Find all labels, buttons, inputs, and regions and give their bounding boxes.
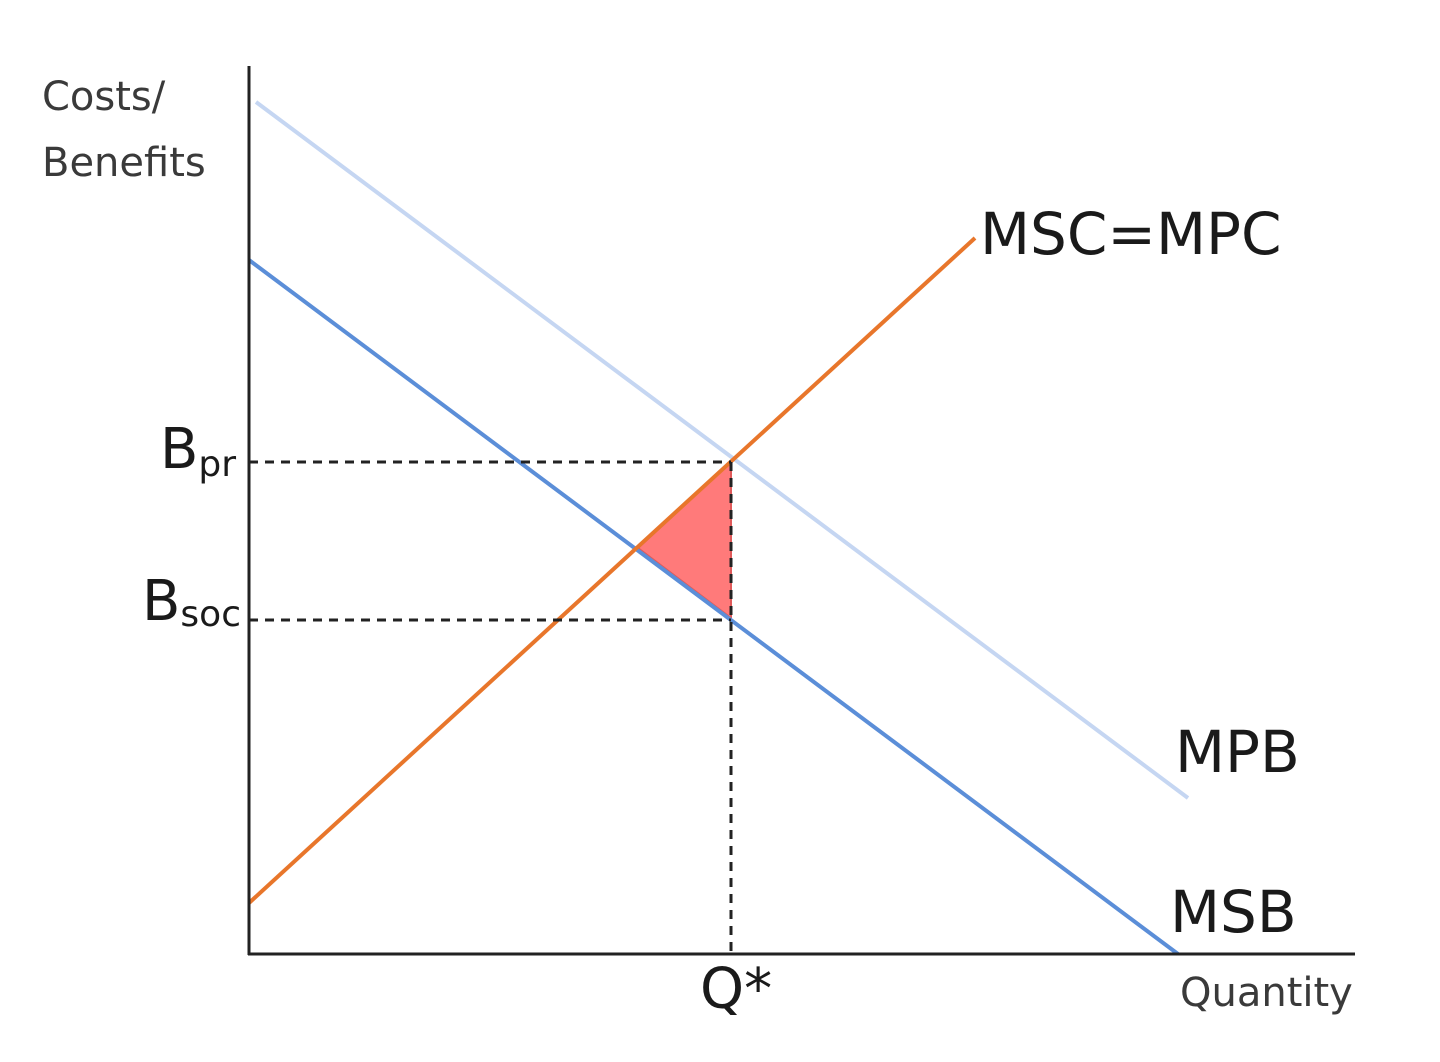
b-pr-subscript: pr: [198, 444, 236, 485]
b-soc-subscript: soc: [180, 594, 241, 635]
b-soc-label: Bsoc: [142, 569, 241, 635]
mpb-curve: [254, 100, 1190, 800]
supply-curve-label: MSC=MPC: [980, 200, 1281, 268]
x-axis-label: Quantity: [1180, 970, 1353, 1016]
y-axis-label-line1: Costs/: [42, 74, 166, 120]
y-axis-label-line2: Benefits: [42, 140, 206, 186]
mpb-curve-label: MPB: [1175, 718, 1300, 786]
welfare-loss-triangle: [636, 459, 732, 621]
b-soc-main: B: [142, 569, 180, 634]
msb-curve-label: MSB: [1170, 878, 1297, 946]
q-star-label: Q*: [700, 957, 772, 1022]
b-pr-label: Bpr: [160, 417, 236, 485]
msb-curve: [247, 258, 1180, 956]
b-pr-main: B: [160, 417, 198, 482]
supply-curve: [247, 236, 977, 905]
